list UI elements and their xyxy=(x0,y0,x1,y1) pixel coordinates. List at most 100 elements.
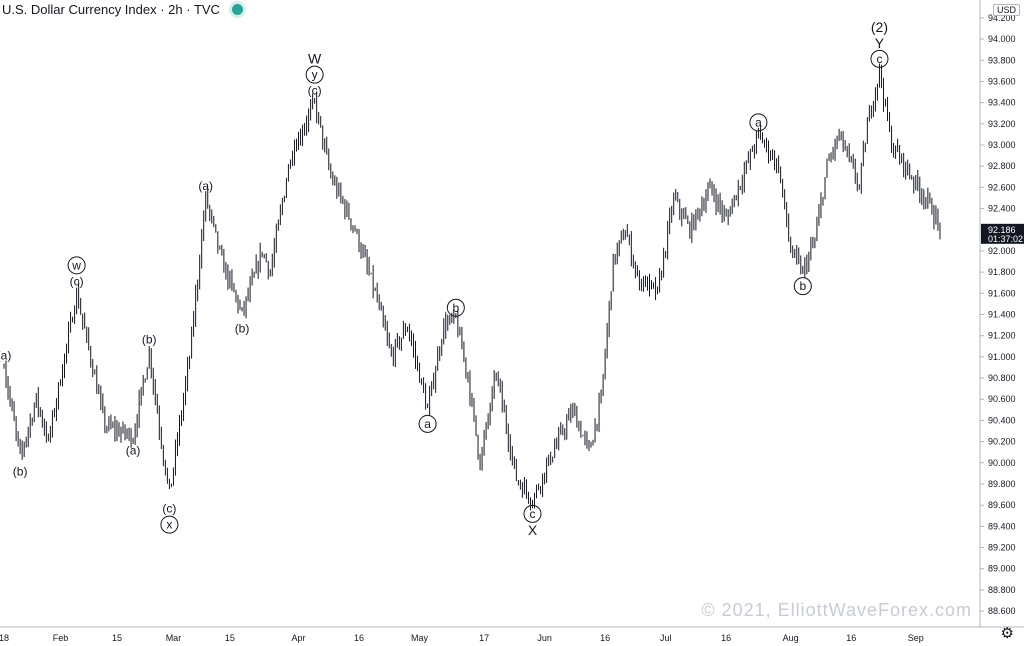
wave-circle xyxy=(870,49,889,68)
market-status-icon xyxy=(231,4,243,15)
wave-circle xyxy=(67,256,86,275)
x-tick-label: 17 xyxy=(479,633,489,643)
price-bars xyxy=(3,63,941,511)
x-tick-label: Jul xyxy=(660,633,672,643)
currency-selector[interactable]: USD xyxy=(992,4,1020,16)
y-tick-label: 89.800 xyxy=(988,479,1016,489)
wave-label-text: c xyxy=(876,52,882,66)
wave-label: (a) xyxy=(198,179,213,193)
x-tick-label: Apr xyxy=(291,633,305,643)
wave-circle xyxy=(305,65,324,84)
y-tick-label: 91.200 xyxy=(988,331,1016,341)
wave-label: b xyxy=(446,298,465,317)
wave-label-text: (a) xyxy=(198,179,213,193)
wave-label-text: (2) xyxy=(871,19,888,35)
wave-label-text: c xyxy=(529,507,535,521)
y-tick-label: 90.200 xyxy=(988,437,1016,447)
wave-label: (c) x xyxy=(160,502,179,534)
x-tick-label: 15 xyxy=(225,633,235,643)
wave-label-text: (b) xyxy=(235,322,250,336)
last-price-value: 92.186 xyxy=(988,225,1016,235)
wave-label: (b) xyxy=(235,322,250,336)
x-tick-label: Jun xyxy=(537,633,552,643)
y-tick-label: 93.800 xyxy=(988,55,1016,65)
countdown-timer: 01:37:02 xyxy=(988,234,1023,244)
wave-circle xyxy=(793,277,812,296)
y-tick-label: 91.000 xyxy=(988,352,1016,362)
wave-label-text: (c) xyxy=(70,274,84,288)
y-tick-label: 93.400 xyxy=(988,98,1016,108)
y-tick-label: 90.800 xyxy=(988,373,1016,383)
x-tick-label: Aug xyxy=(783,633,799,643)
y-tick-label: 89.400 xyxy=(988,521,1016,531)
x-tick-label: 16 xyxy=(721,633,731,643)
y-tick-label: 91.400 xyxy=(988,310,1016,320)
wave-label: b xyxy=(793,277,812,296)
x-tick-label: 18 xyxy=(0,633,9,643)
y-tick-label: 89.600 xyxy=(988,500,1016,510)
wave-label: a xyxy=(418,414,437,433)
x-tick-label: 16 xyxy=(600,633,610,643)
y-tick-label: 92.600 xyxy=(988,182,1016,192)
wave-label-text: a xyxy=(424,417,431,431)
wave-label: w (c) xyxy=(67,256,86,288)
wave-label-text: w xyxy=(71,258,81,272)
wave-label-text: (b) xyxy=(13,465,28,479)
wave-circle xyxy=(446,298,465,317)
wave-label: (b) xyxy=(142,333,157,347)
y-tick-label: 89.200 xyxy=(988,543,1016,553)
wave-circle xyxy=(418,414,437,433)
wave-label-text: y xyxy=(312,68,318,82)
x-tick-label: Feb xyxy=(53,633,69,643)
wave-label-text: (c) xyxy=(308,84,322,98)
y-tick-label: 92.400 xyxy=(988,204,1016,214)
wave-label: (b) xyxy=(13,465,28,479)
y-tick-label: 92.000 xyxy=(988,246,1016,256)
wave-label: Wy (c) xyxy=(305,51,324,98)
wave-label: (2)Yc xyxy=(870,19,889,68)
x-tick-label: 16 xyxy=(354,633,364,643)
gear-icon[interactable]: ⚙ xyxy=(1000,625,1014,642)
wave-circle xyxy=(523,504,542,523)
wave-label-text: (b) xyxy=(142,333,157,347)
symbol-title: U.S. Dollar Currency Index · 2h · TVC xyxy=(2,2,220,17)
wave-label-text: a xyxy=(755,115,762,129)
wave-label: a xyxy=(749,113,768,132)
y-tick-label: 90.000 xyxy=(988,458,1016,468)
wave-label-text: b xyxy=(799,279,806,293)
wave-label-text: Y xyxy=(875,35,885,51)
watermark: © 2021, ElliottWaveForex.com xyxy=(701,600,972,620)
x-tick-label: 15 xyxy=(112,633,122,643)
wave-label-text: (a) xyxy=(0,348,11,362)
y-tick-label: 91.800 xyxy=(988,267,1016,277)
y-tick-label: 93.200 xyxy=(988,119,1016,129)
x-tick-label: Mar xyxy=(166,633,182,643)
x-tick-label: Sep xyxy=(908,633,924,643)
price-scale xyxy=(980,0,1024,646)
y-tick-label: 91.600 xyxy=(988,288,1016,298)
wave-label-text: (c) xyxy=(162,502,176,516)
wave-label-text: (a) xyxy=(126,443,141,457)
y-tick-label: 88.800 xyxy=(988,585,1016,595)
wave-label: (a) xyxy=(126,443,141,457)
wave-label: cX xyxy=(523,504,542,538)
y-tick-label: 88.600 xyxy=(988,606,1016,616)
y-tick-label: 90.400 xyxy=(988,415,1016,425)
y-tick-label: 94.000 xyxy=(988,34,1016,44)
y-tick-label: 92.800 xyxy=(988,161,1016,171)
x-tick-label: 16 xyxy=(846,633,856,643)
y-tick-label: 89.000 xyxy=(988,564,1016,574)
wave-label: (a) xyxy=(0,348,11,362)
wave-label-text: b xyxy=(453,301,460,315)
wave-label-text: W xyxy=(308,51,322,67)
wave-circle xyxy=(749,113,768,132)
wave-label-text: x xyxy=(166,518,172,532)
wave-label-text: X xyxy=(528,522,538,538)
y-tick-label: 94.200 xyxy=(988,13,1016,23)
y-tick-label: 90.600 xyxy=(988,394,1016,404)
y-tick-label: 93.600 xyxy=(988,76,1016,86)
y-tick-label: 93.000 xyxy=(988,140,1016,150)
